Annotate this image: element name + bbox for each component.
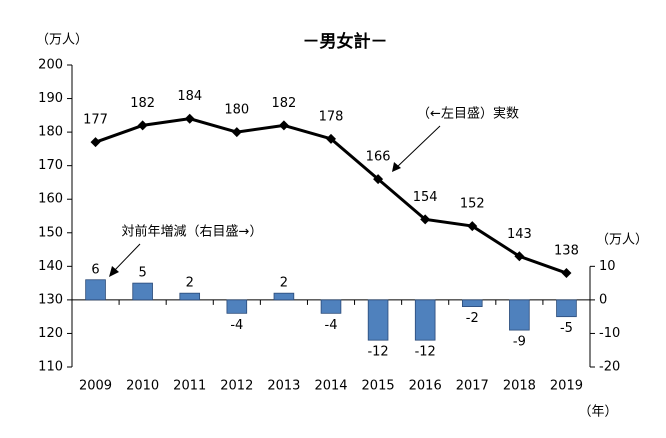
x-tick-label: 2019 — [550, 379, 583, 394]
marker — [90, 137, 101, 148]
chart-title: －男女計－ — [303, 31, 388, 52]
bar — [179, 292, 201, 301]
value-label: 180 — [224, 103, 249, 118]
marker — [373, 174, 384, 185]
bar — [461, 299, 483, 307]
y2-tick-label: 0 — [599, 292, 607, 307]
bar — [414, 299, 436, 341]
value-label: 184 — [177, 89, 202, 104]
bar — [226, 299, 248, 314]
bar — [132, 282, 153, 301]
value-label: 178 — [319, 109, 344, 124]
line-annotation: （←左目盛）実数 — [417, 106, 519, 122]
bar-value-label: -2 — [466, 311, 479, 326]
x-tick-label: 2016 — [409, 379, 442, 394]
y2-axis-label: （万人） — [596, 233, 648, 248]
marker — [420, 214, 431, 225]
x-axis-label: （年） — [578, 405, 617, 420]
x-tick-label: 2009 — [79, 379, 112, 394]
annotation-arrow — [395, 125, 441, 169]
y-tick-label: 110 — [38, 360, 63, 375]
bar — [367, 299, 389, 341]
bar — [556, 299, 577, 318]
y-tick-label: 190 — [38, 91, 63, 106]
marker — [278, 120, 289, 131]
x-tick-label: 2013 — [267, 379, 300, 394]
y-tick-label: 150 — [38, 225, 63, 240]
y-tick-label: 130 — [38, 292, 63, 307]
bar — [320, 299, 342, 314]
x-tick-label: 2015 — [362, 379, 395, 394]
bar — [273, 292, 295, 301]
y-tick-label: 140 — [38, 259, 63, 274]
y-tick-label: 180 — [38, 125, 63, 140]
value-label: 166 — [366, 150, 391, 165]
value-label: 138 — [554, 244, 579, 259]
marker — [514, 251, 525, 262]
value-label: 177 — [83, 113, 108, 128]
x-tick-label: 2012 — [220, 379, 253, 394]
y-tick-label: 160 — [38, 192, 63, 207]
bar-value-label: 6 — [91, 262, 99, 277]
x-tick-label: 2018 — [503, 379, 536, 394]
marker — [326, 133, 336, 144]
y-tick-label: 200 — [38, 58, 63, 73]
arrow-head — [392, 162, 401, 172]
value-label: 152 — [460, 197, 485, 212]
bar-value-label: -5 — [560, 321, 573, 336]
y2-tick-label: -10 — [599, 326, 620, 341]
value-label: 182 — [271, 96, 296, 111]
bar-value-label: -4 — [230, 318, 243, 333]
value-label: 154 — [413, 190, 438, 205]
marker — [231, 127, 242, 138]
x-tick-label: 2014 — [314, 379, 347, 394]
bar-value-label: -12 — [415, 345, 436, 360]
x-tick-label: 2011 — [173, 379, 206, 394]
bar-value-label: 2 — [280, 276, 288, 291]
bar-value-label: 5 — [138, 266, 146, 281]
marker — [137, 120, 148, 131]
y2-tick-label: 10 — [599, 259, 616, 274]
bar-annotation: 対前年増減（右目盛→） — [122, 224, 263, 240]
arrow-head — [109, 266, 119, 277]
x-tick-label: 2010 — [126, 379, 159, 394]
marker — [561, 268, 572, 279]
marker — [184, 113, 195, 124]
value-label: 182 — [130, 96, 155, 111]
bar-value-label: -12 — [367, 345, 388, 360]
bar-value-label: -4 — [325, 318, 338, 333]
y-axis-label: （万人） — [36, 33, 88, 48]
marker — [467, 221, 478, 232]
bar — [85, 279, 106, 301]
bar — [509, 299, 530, 331]
value-label: 143 — [507, 227, 532, 242]
bar-value-label: 2 — [186, 276, 194, 291]
x-tick-label: 2017 — [456, 379, 489, 394]
annotation-arrow — [112, 243, 141, 273]
y-tick-label: 120 — [38, 326, 63, 341]
bar-value-label: -9 — [513, 335, 526, 350]
y2-tick-label: -20 — [599, 360, 620, 375]
y-tick-label: 170 — [38, 158, 63, 173]
